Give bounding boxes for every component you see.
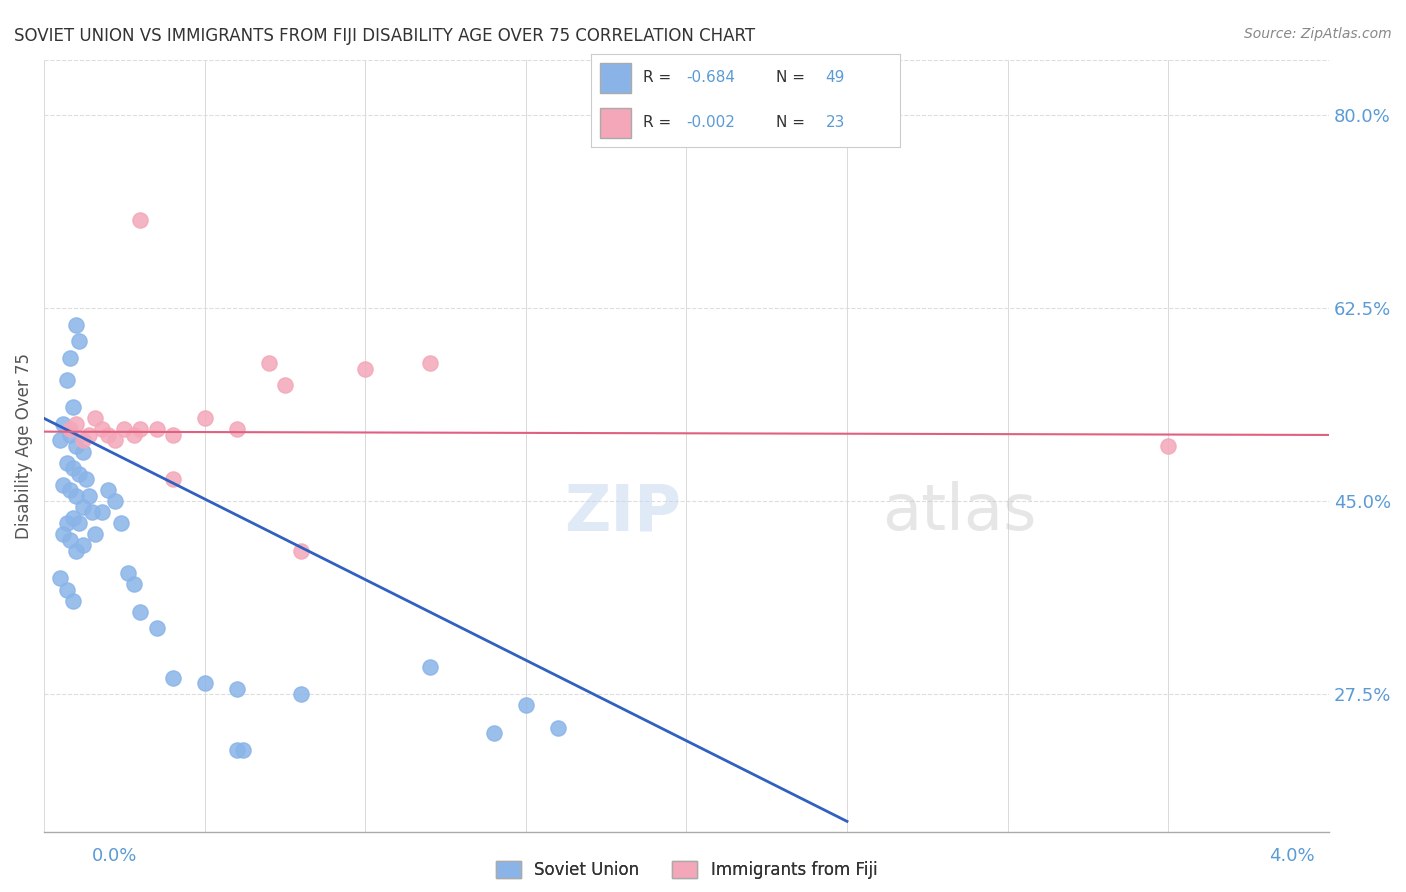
Point xyxy=(90,505,112,519)
Text: 49: 49 xyxy=(825,70,845,86)
Text: Source: ZipAtlas.com: Source: ZipAtlas.com xyxy=(1244,27,1392,41)
Legend: Soviet Union, Immigrants from Fiji: Soviet Union, Immigrants from Fiji xyxy=(489,855,884,886)
Point xyxy=(62,461,84,475)
Point xyxy=(69,467,91,481)
Point xyxy=(72,434,94,448)
Text: SOVIET UNION VS IMMIGRANTS FROM FIJI DISABILITY AGE OVER 75 CORRELATION CHART: SOVIET UNION VS IMMIGRANTS FROM FIJI DIS… xyxy=(14,27,755,45)
Point xyxy=(145,621,167,635)
Point xyxy=(232,742,254,756)
Point xyxy=(65,417,87,431)
FancyBboxPatch shape xyxy=(600,63,631,93)
Text: 0.0%: 0.0% xyxy=(91,847,136,865)
Point xyxy=(49,572,72,586)
Point xyxy=(65,489,87,503)
Point xyxy=(162,428,184,442)
Point xyxy=(257,356,280,370)
Point xyxy=(129,605,152,619)
Point xyxy=(418,660,440,674)
Point xyxy=(274,378,297,392)
Point xyxy=(59,422,82,436)
FancyBboxPatch shape xyxy=(600,108,631,138)
Point xyxy=(62,593,84,607)
Point xyxy=(59,428,82,442)
Point xyxy=(55,516,77,531)
Point xyxy=(112,422,135,436)
Point xyxy=(69,516,91,531)
Point xyxy=(55,582,77,597)
Point xyxy=(225,422,247,436)
Point xyxy=(122,577,145,591)
Point xyxy=(52,527,75,541)
Point xyxy=(145,422,167,436)
Point xyxy=(194,676,217,690)
Point xyxy=(515,698,537,713)
Point xyxy=(72,444,94,458)
Point xyxy=(55,373,77,387)
Point xyxy=(354,361,377,376)
Point xyxy=(104,434,127,448)
Point xyxy=(418,356,440,370)
Point xyxy=(129,212,152,227)
Point xyxy=(59,483,82,498)
Point xyxy=(69,334,91,348)
Point xyxy=(52,417,75,431)
Point xyxy=(194,411,217,425)
Point xyxy=(162,671,184,685)
Point xyxy=(104,494,127,508)
Point xyxy=(82,505,104,519)
Point xyxy=(162,472,184,486)
Text: atlas: atlas xyxy=(882,482,1036,543)
Point xyxy=(110,516,132,531)
Point xyxy=(129,422,152,436)
Point xyxy=(52,477,75,491)
Text: N =: N = xyxy=(776,70,810,86)
Point xyxy=(97,483,120,498)
Point xyxy=(122,428,145,442)
Point xyxy=(65,544,87,558)
Text: R =: R = xyxy=(643,70,676,86)
Point xyxy=(77,428,100,442)
Text: N =: N = xyxy=(776,115,810,130)
Point xyxy=(547,721,569,735)
Point xyxy=(290,687,312,701)
Text: -0.684: -0.684 xyxy=(686,70,735,86)
Point xyxy=(225,742,247,756)
Point xyxy=(72,500,94,514)
Point xyxy=(97,428,120,442)
Point xyxy=(90,422,112,436)
Text: 23: 23 xyxy=(825,115,845,130)
Point xyxy=(225,681,247,696)
Point xyxy=(1157,439,1180,453)
Point xyxy=(59,533,82,547)
Point xyxy=(84,527,107,541)
Point xyxy=(75,472,97,486)
Point xyxy=(290,544,312,558)
Point xyxy=(72,538,94,552)
Point xyxy=(117,566,139,580)
Point xyxy=(62,401,84,415)
Point xyxy=(59,351,82,365)
Point xyxy=(84,411,107,425)
Y-axis label: Disability Age Over 75: Disability Age Over 75 xyxy=(15,353,32,539)
Point xyxy=(49,434,72,448)
Text: -0.002: -0.002 xyxy=(686,115,735,130)
Text: 4.0%: 4.0% xyxy=(1270,847,1315,865)
Point xyxy=(482,726,505,740)
Point xyxy=(65,439,87,453)
Point xyxy=(55,456,77,470)
Point xyxy=(62,510,84,524)
Text: ZIP: ZIP xyxy=(564,482,681,543)
Point xyxy=(65,318,87,332)
Point xyxy=(77,489,100,503)
Text: R =: R = xyxy=(643,115,676,130)
